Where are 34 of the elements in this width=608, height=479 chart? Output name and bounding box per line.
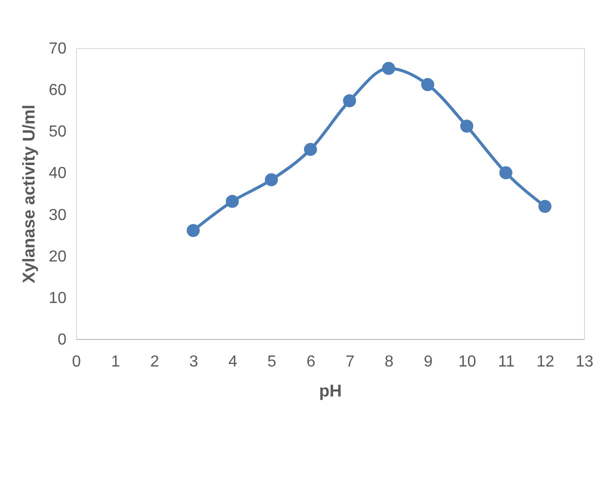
x-tick-label: 12 xyxy=(536,354,554,370)
y-tick-label: 60 xyxy=(48,82,67,100)
point xyxy=(538,200,552,213)
x-tick-label: 7 xyxy=(346,354,355,370)
point xyxy=(343,94,356,108)
x-tick-label: 5 xyxy=(267,354,276,370)
x-axis-title: pH xyxy=(319,382,342,400)
y-tick-label: 30 xyxy=(48,206,67,224)
x-tick-label: 3 xyxy=(189,354,198,370)
x-tick-label: 10 xyxy=(458,354,476,370)
point xyxy=(226,194,239,208)
point xyxy=(499,166,512,180)
x-tick-label: 4 xyxy=(228,354,238,370)
point xyxy=(421,78,434,92)
x-tick-label: 8 xyxy=(384,354,394,370)
x-tick-label: 6 xyxy=(306,354,316,370)
y-tick-label: 50 xyxy=(48,124,67,141)
x-tick-label: 9 xyxy=(424,354,433,370)
x-tick-label: 1 xyxy=(111,354,120,370)
point xyxy=(304,142,317,156)
y-tick-label: 10 xyxy=(48,290,67,307)
point xyxy=(186,224,200,238)
y-axis-title: Xylanase activity U/ml xyxy=(20,104,39,284)
point xyxy=(382,62,396,75)
x-tick-label: 11 xyxy=(498,354,515,370)
y-tick-label: 0 xyxy=(58,332,67,348)
point xyxy=(460,120,474,133)
x-tick-label: 2 xyxy=(150,354,160,370)
x-tick-label: 13 xyxy=(576,354,594,370)
y-tick-label: 70 xyxy=(48,40,67,58)
y-tick-label: 20 xyxy=(48,248,67,266)
point xyxy=(264,173,278,186)
y-tick-label: 40 xyxy=(48,165,67,182)
x-tick-label: 0 xyxy=(72,354,82,370)
